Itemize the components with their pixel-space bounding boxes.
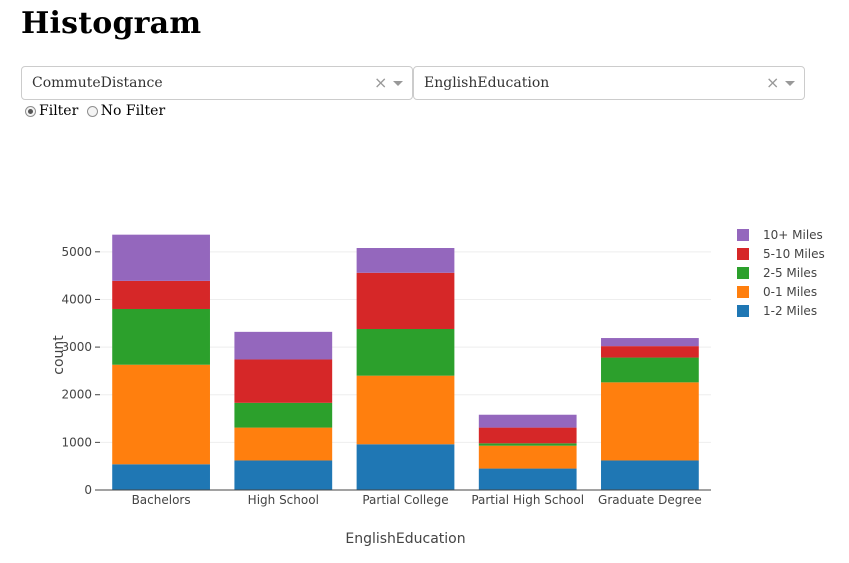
clear-y-variable-icon[interactable]: × (766, 73, 780, 92)
y-tick-label: 4000 (61, 292, 92, 306)
x-tick-label: Partial High School (471, 493, 584, 507)
bar-segment[interactable] (601, 460, 699, 490)
y-tick-label: 0 (84, 483, 92, 497)
bar-segment[interactable] (478, 414, 577, 428)
clear-x-variable-icon[interactable]: × (374, 73, 388, 92)
x-variable-dropdown[interactable]: CommuteDistance × (21, 66, 413, 100)
radio-no-filter-label: No Filter (100, 103, 166, 119)
y-variable-value: EnglishEducation (424, 75, 550, 91)
legend-swatch[interactable] (737, 248, 749, 260)
legend-label[interactable]: 2-5 Miles (763, 266, 817, 280)
bar-segment[interactable] (356, 328, 455, 376)
bar-segment[interactable] (112, 464, 210, 490)
bar-segment[interactable] (601, 346, 699, 358)
y-axis-title: count (51, 335, 67, 375)
y-variable-dropdown[interactable]: EnglishEducation × (413, 66, 805, 100)
legend-swatch[interactable] (737, 229, 749, 241)
radio-filter[interactable]: Filter (25, 103, 78, 119)
bar-segment[interactable] (234, 460, 333, 490)
bar-segment[interactable] (601, 338, 699, 347)
bar-segment[interactable] (478, 468, 577, 490)
bar-segment[interactable] (356, 272, 455, 329)
filter-radio-group: Filter No Filter (25, 103, 169, 121)
x-variable-value: CommuteDistance (32, 75, 163, 91)
legend-label[interactable]: 0-1 Miles (763, 285, 817, 299)
bar-segment[interactable] (112, 364, 210, 465)
y-tick-label: 3000 (61, 340, 92, 354)
x-tick-label: Graduate Degree (598, 493, 702, 507)
x-tick-label: Bachelors (132, 493, 191, 507)
x-tick-label: High School (248, 493, 319, 507)
bar-segment[interactable] (478, 427, 577, 444)
legend-swatch[interactable] (737, 305, 749, 317)
y-tick-label: 2000 (61, 388, 92, 402)
bar-segment[interactable] (234, 427, 333, 461)
bar-segment[interactable] (234, 402, 333, 428)
bar-segment[interactable] (356, 444, 455, 490)
bar-segment[interactable] (601, 357, 699, 383)
bar-segment[interactable] (356, 375, 455, 445)
chevron-down-icon[interactable] (785, 81, 795, 86)
bar-segment[interactable] (234, 359, 333, 403)
radio-no-filter[interactable]: No Filter (86, 103, 166, 119)
radio-no-filter-circle[interactable] (86, 105, 98, 117)
x-tick-label: Partial College (362, 493, 448, 507)
legend: 10+ Miles 5-10 Miles 2-5 Miles 0-1 Miles 1-2… (737, 228, 825, 318)
bar-segment[interactable] (478, 445, 577, 469)
axes: 0 1000 2000 3000 4000 5000 Bachelors High Schoo… (51, 245, 711, 547)
bar-segment[interactable] (112, 234, 210, 281)
bar-segment[interactable] (356, 248, 455, 273)
legend-label[interactable]: 5-10 Miles (763, 247, 825, 261)
y-tick-label: 1000 (61, 435, 92, 449)
legend-swatch[interactable] (737, 267, 749, 279)
bar-segment[interactable] (478, 443, 577, 446)
chevron-down-icon[interactable] (393, 81, 403, 86)
bar-segment[interactable] (601, 382, 699, 461)
legend-label[interactable]: 10+ Miles (763, 228, 823, 242)
page-title: Histogram (21, 6, 202, 41)
bar-segment[interactable] (234, 331, 333, 360)
legend-swatch[interactable] (737, 286, 749, 298)
y-tick-label: 5000 (61, 245, 92, 259)
radio-filter-circle[interactable] (25, 105, 36, 117)
legend-label[interactable]: 1-2 Miles (763, 304, 817, 318)
bar-segment[interactable] (112, 280, 210, 309)
x-axis-title: EnglishEducation (345, 531, 465, 547)
bar-segment[interactable] (112, 308, 210, 365)
radio-filter-label: Filter (39, 103, 79, 119)
bars (112, 234, 699, 490)
